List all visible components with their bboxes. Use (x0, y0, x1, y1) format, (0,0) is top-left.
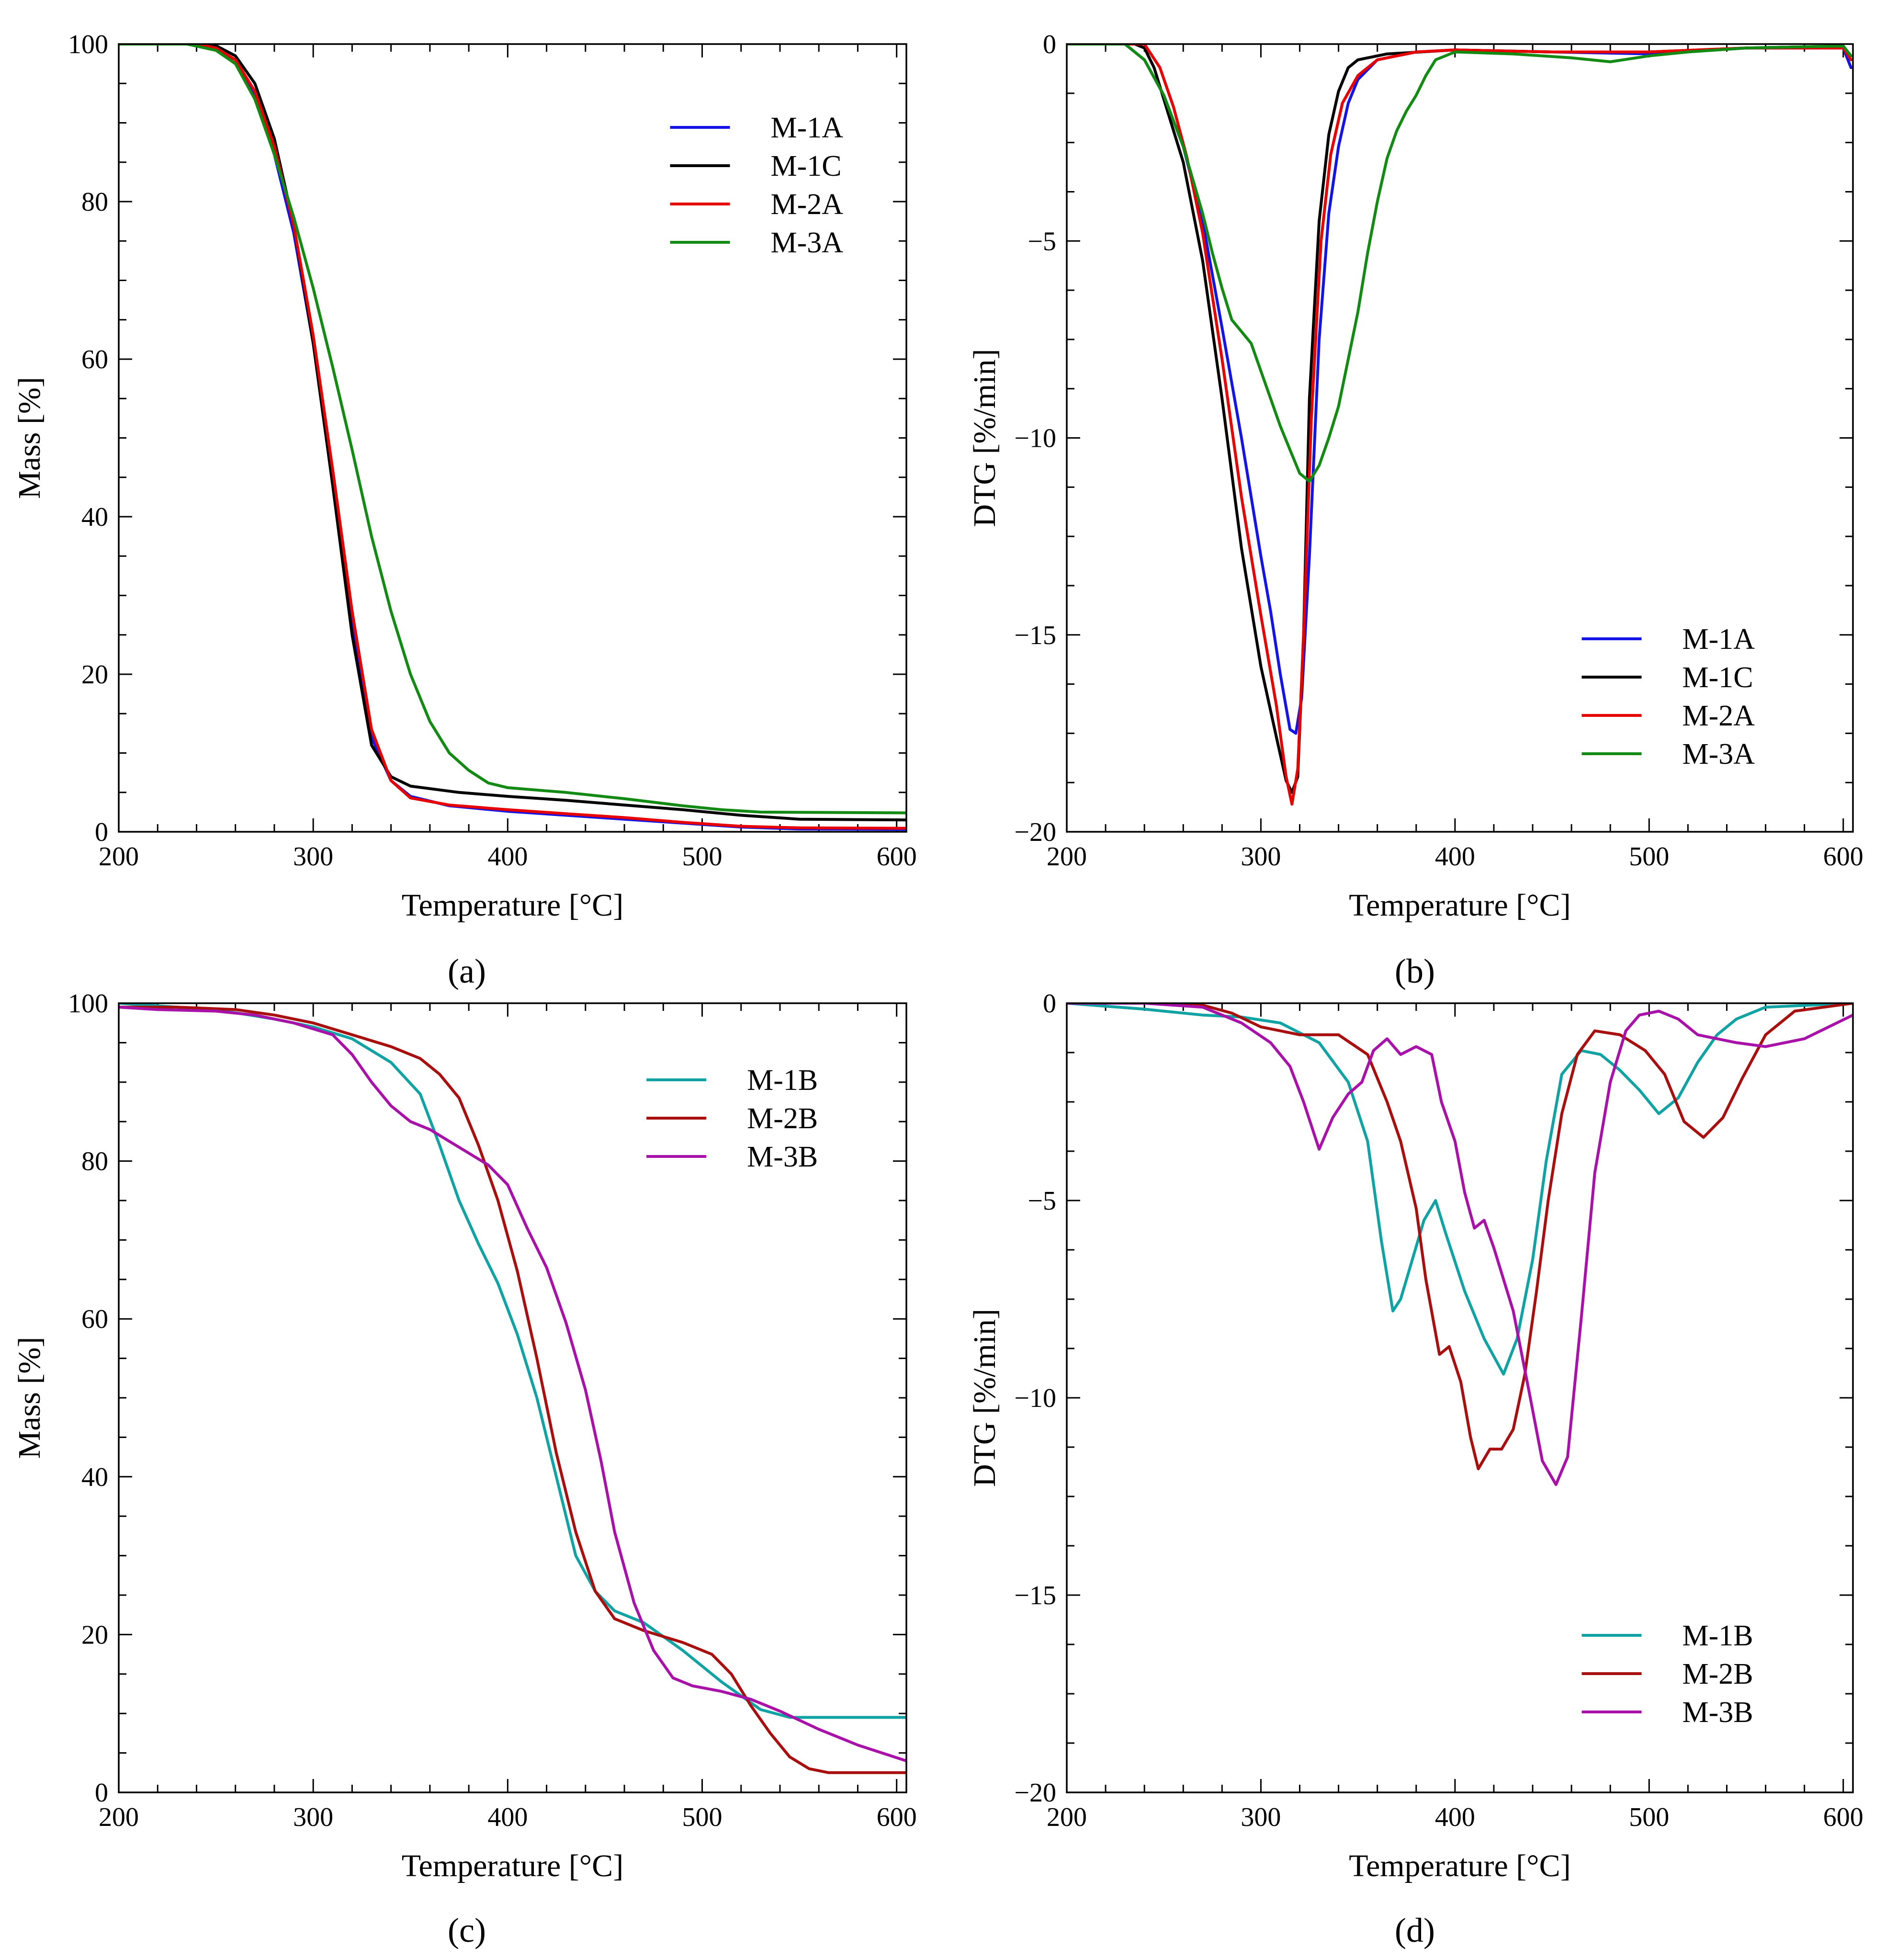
y-tick-label: 100 (68, 989, 108, 1019)
series-line-m-2a (119, 44, 906, 830)
plot-frame (118, 1002, 907, 1793)
y-tick-label: −15 (1014, 1581, 1056, 1610)
y-tick-label: 0 (1043, 30, 1056, 59)
y-tick-label: 60 (81, 345, 108, 374)
legend-label: M-1C (771, 150, 842, 182)
x-tick-label: 600 (877, 1802, 917, 1832)
legend-label: M-3B (747, 1141, 818, 1173)
x-tick-label: 400 (1435, 842, 1475, 872)
x-tick-label: 500 (682, 842, 723, 872)
legend-label: M-3A (1682, 738, 1755, 770)
series-line-m-2b (1067, 1003, 1853, 1471)
y-tick-label: 0 (95, 817, 108, 847)
y-tick-label: 100 (68, 30, 108, 59)
plot-frame (118, 43, 907, 833)
series-line-m-1b (1067, 1003, 1853, 1376)
legend-label: M-2B (1682, 1658, 1753, 1690)
panel-a-mass-chart: 200 300 400 500 600 0 20 40 60 80 100 Temperature [… (12, 30, 917, 990)
panel-c-mass-chart: 200 300 400 500 600 0 20 40 60 80 100 Temperature [… (12, 989, 917, 1949)
plot-frame (1066, 1002, 1854, 1793)
legend-label: M-2B (747, 1102, 818, 1135)
x-tick-label: 500 (682, 1802, 723, 1832)
y-tick-label: 80 (81, 1147, 108, 1177)
y-axis-label: DTG [%/min] (967, 1309, 1002, 1487)
panel-d-dtg-chart: 200 300 400 500 600 −20 −15 −10 −5 0 Temperature [… (967, 989, 1863, 1949)
y-tick-label: 40 (81, 1462, 108, 1492)
x-tick-label: 600 (877, 842, 917, 872)
x-tick-label: 300 (1241, 842, 1281, 872)
y-axis-label: Mass [%] (12, 1337, 47, 1459)
x-axis-label: Temperature [°C] (1349, 1848, 1570, 1883)
plot-frame (1066, 43, 1854, 833)
y-tick-label: 80 (81, 187, 108, 217)
series-line-m-3b (1067, 1003, 1853, 1486)
x-tick-label: 200 (1047, 842, 1087, 872)
series-group (1067, 1003, 1853, 1486)
series-line-m-2b (119, 1006, 906, 1774)
x-tick-label: 600 (1823, 1802, 1863, 1832)
legend-label: M-2A (1682, 700, 1755, 732)
y-axis-label: DTG [%/min] (967, 349, 1002, 527)
legend-label: M-1A (1682, 623, 1755, 656)
panel-b-dtg-chart: 200 300 400 500 600 −20 −15 −10 −5 0 Temperature [… (967, 30, 1863, 990)
x-tick-label: 600 (1823, 842, 1863, 872)
x-tick-label: 500 (1629, 1802, 1669, 1832)
legend-label: M-3A (771, 227, 844, 259)
panel-label: (a) (448, 952, 486, 990)
x-axis-label: Temperature [°C] (402, 1848, 623, 1883)
series-line-m-3b (119, 1006, 906, 1763)
legend: M-1A M-1C M-2A M-3A (670, 112, 844, 259)
legend-label: M-3B (1682, 1696, 1753, 1729)
x-tick-label: 400 (487, 842, 528, 872)
series-group (119, 44, 906, 831)
panel-label: (b) (1395, 952, 1435, 990)
x-tick-label: 400 (1435, 1802, 1475, 1832)
y-tick-label: −15 (1014, 621, 1056, 650)
y-tick-label: −20 (1014, 817, 1056, 847)
series-line-m-3a (119, 44, 906, 815)
legend-label: M-2A (771, 188, 844, 221)
y-tick-label: −20 (1014, 1778, 1056, 1808)
y-tick-label: 20 (81, 660, 108, 690)
legend: M-1B M-2B M-3B (646, 1064, 818, 1173)
legend-label: M-1A (771, 112, 844, 144)
y-tick-label: −5 (1028, 227, 1056, 256)
x-axis-label: Temperature [°C] (1349, 888, 1570, 923)
series-line-m-3a (1067, 44, 1852, 483)
panel-label: (c) (448, 1911, 486, 1949)
y-axis-label: Mass [%] (12, 377, 47, 499)
x-tick-label: 300 (1241, 1802, 1281, 1832)
x-tick-label: 500 (1629, 842, 1669, 872)
legend-label: M-1C (1682, 661, 1753, 694)
x-tick-label: 400 (487, 1802, 528, 1832)
x-tick-label: 300 (293, 842, 333, 872)
series-line-m-2a (1067, 44, 1852, 806)
legend: M-1B M-2B M-3B (1581, 1620, 1753, 1729)
series-line-m-1c (119, 44, 906, 822)
y-tick-label: −10 (1014, 424, 1056, 453)
y-tick-label: 60 (81, 1304, 108, 1334)
y-tick-label: 40 (81, 502, 108, 532)
y-tick-label: 0 (95, 1778, 108, 1808)
x-tick-label: 300 (293, 1802, 333, 1832)
y-tick-label: 20 (81, 1620, 108, 1650)
series-group (1067, 44, 1852, 806)
legend-label: M-1B (1682, 1620, 1753, 1652)
series-group (119, 1003, 906, 1774)
x-tick-label: 200 (99, 1802, 139, 1832)
x-tick-label: 200 (99, 842, 139, 872)
legend: M-1A M-1C M-2A M-3A (1581, 623, 1755, 770)
x-axis-label: Temperature [°C] (402, 888, 623, 923)
y-tick-label: 0 (1043, 989, 1056, 1019)
legend-label: M-1B (747, 1064, 818, 1097)
y-tick-label: −10 (1014, 1383, 1056, 1413)
y-tick-label: −5 (1028, 1186, 1056, 1216)
x-tick-label: 200 (1047, 1802, 1087, 1832)
panel-label: (d) (1395, 1911, 1435, 1949)
